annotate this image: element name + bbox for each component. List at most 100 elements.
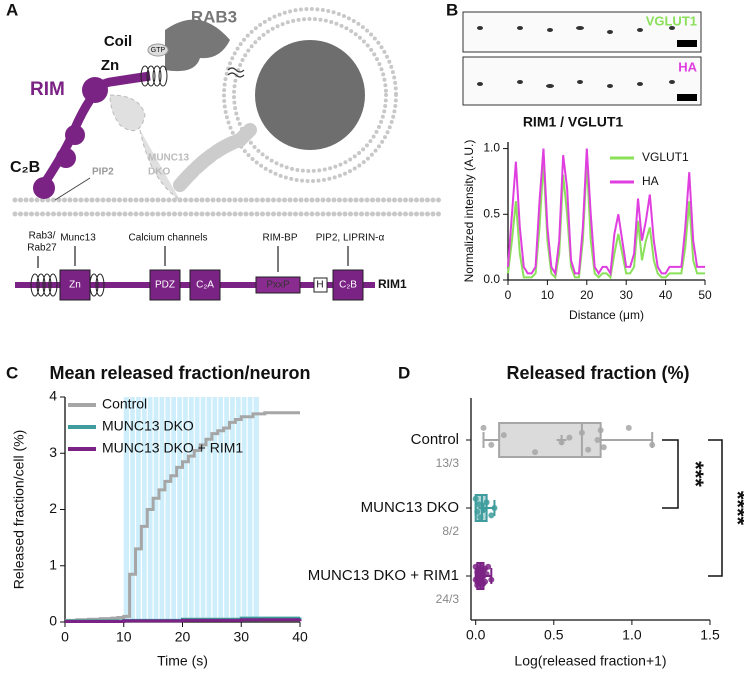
site-label: Calcium channels bbox=[129, 233, 208, 244]
site-label: Rab27 bbox=[27, 243, 57, 254]
data-point bbox=[594, 437, 601, 443]
rim-domain bbox=[65, 125, 85, 145]
x-tick-label: 1.5 bbox=[700, 627, 720, 643]
data-point bbox=[477, 514, 484, 521]
category-label: MUNC13 DKO + RIM1 bbox=[308, 567, 459, 584]
n-label: 8/2 bbox=[442, 524, 459, 538]
panel-letter: D bbox=[398, 363, 410, 382]
series-line bbox=[507, 148, 705, 277]
panel-letter: B bbox=[446, 0, 458, 19]
data-point bbox=[475, 501, 482, 508]
data-point bbox=[532, 449, 539, 456]
y-tick-label: 0 bbox=[49, 613, 57, 629]
y-tick-label: 1.0 bbox=[483, 141, 500, 155]
x-axis-label: Distance (μm) bbox=[569, 308, 644, 322]
domain-label: Zn bbox=[69, 280, 81, 291]
label: Coil bbox=[104, 33, 132, 50]
vesicle bbox=[222, 7, 398, 183]
domain bbox=[149, 269, 181, 301]
munc13 bbox=[173, 123, 257, 192]
arrows bbox=[37, 246, 349, 272]
category-label: MUNC13 DKO bbox=[361, 499, 459, 516]
domain-label: H bbox=[316, 280, 323, 291]
data-point bbox=[480, 424, 487, 431]
data-point bbox=[585, 446, 592, 453]
data-point bbox=[480, 506, 487, 513]
rim-domain bbox=[56, 148, 76, 168]
label: PIP2 bbox=[92, 167, 114, 178]
pointer bbox=[54, 177, 91, 201]
data-point bbox=[488, 512, 495, 519]
domain-label: PxxP bbox=[266, 280, 290, 291]
label: C₂B bbox=[10, 159, 40, 176]
domain bbox=[332, 269, 364, 301]
data-point bbox=[474, 508, 481, 515]
panel-letter: C bbox=[6, 363, 18, 382]
chart-title: Released fraction (%) bbox=[506, 363, 689, 383]
data-point bbox=[483, 499, 490, 506]
linker bbox=[227, 67, 245, 78]
x-tick-label: 50 bbox=[698, 288, 712, 302]
x-tick-label: 0 bbox=[61, 629, 69, 645]
domain bbox=[59, 269, 91, 301]
munc13 bbox=[109, 94, 181, 201]
panel-letters: A B C D bbox=[6, 0, 458, 382]
puncta bbox=[477, 26, 675, 88]
data-point bbox=[578, 429, 585, 436]
chart-title: Mean released fraction/neuron bbox=[49, 363, 310, 383]
box bbox=[498, 422, 602, 458]
rim-c2b bbox=[33, 177, 55, 199]
image bbox=[462, 11, 702, 53]
image-label: VGLUT1 bbox=[646, 13, 697, 28]
gtp bbox=[147, 43, 169, 57]
site-label: PIP2, LIPRIN-α bbox=[316, 233, 385, 244]
y-tick-label: 2 bbox=[49, 500, 57, 516]
vesicle bbox=[232, 17, 388, 173]
data-point bbox=[488, 576, 495, 583]
label: MUNC13 bbox=[148, 153, 190, 164]
data-point bbox=[625, 424, 632, 431]
bracket bbox=[662, 439, 679, 509]
domain bbox=[313, 277, 328, 293]
x-axis-label: Time (s) bbox=[157, 653, 208, 669]
y-axis-label: Released fraction/cell (%) bbox=[11, 430, 27, 590]
x-tick-label: 0.0 bbox=[466, 627, 486, 643]
site-label: Munc13 bbox=[60, 233, 96, 244]
site-label: Rab3/ bbox=[29, 231, 56, 242]
y-tick-label: 4 bbox=[49, 388, 57, 404]
diagram: RAB3 Coil GTP Zn RIM C₂B PIP2 MUNC13 DKO… bbox=[10, 7, 445, 301]
series-line bbox=[65, 411, 300, 622]
x-tick-label: 1.0 bbox=[622, 627, 642, 643]
rab3 bbox=[165, 19, 230, 72]
legend-label: MUNC13 DKO + RIM1 bbox=[102, 440, 243, 456]
x-tick-label: 0 bbox=[505, 288, 512, 302]
label: RIM bbox=[30, 79, 65, 100]
data-point bbox=[483, 571, 490, 578]
data-point bbox=[649, 441, 656, 448]
data-point bbox=[558, 439, 565, 446]
legend-label: VGLUT1 bbox=[642, 150, 689, 164]
data-point bbox=[488, 441, 495, 448]
y-tick-label: 0.0 bbox=[483, 272, 500, 286]
bracket bbox=[708, 439, 723, 577]
micrographs: VGLUT1 HA bbox=[462, 11, 702, 106]
site-label: RIM-BP bbox=[263, 233, 298, 244]
data-point bbox=[566, 434, 573, 441]
y-tick-label: 0.5 bbox=[483, 206, 500, 220]
legend-label: HA bbox=[642, 174, 659, 188]
label: RAB3 bbox=[191, 7, 237, 26]
x-tick-label: 40 bbox=[292, 629, 308, 645]
n-label: 24/3 bbox=[436, 592, 460, 606]
y-axis-label: Normalized intensity (A.U.) bbox=[462, 140, 476, 283]
chart-title: RIM1 / VGLUT1 bbox=[523, 114, 624, 130]
domain bbox=[189, 269, 221, 301]
x-tick-label: 30 bbox=[233, 629, 249, 645]
label: DKO bbox=[148, 167, 170, 178]
image-label: HA bbox=[678, 59, 697, 74]
domain-label: C₂A bbox=[196, 280, 214, 291]
x-tick-label: 10 bbox=[116, 629, 132, 645]
data-point bbox=[491, 505, 498, 511]
label: GTP bbox=[151, 47, 166, 54]
scale-bar bbox=[677, 40, 697, 47]
